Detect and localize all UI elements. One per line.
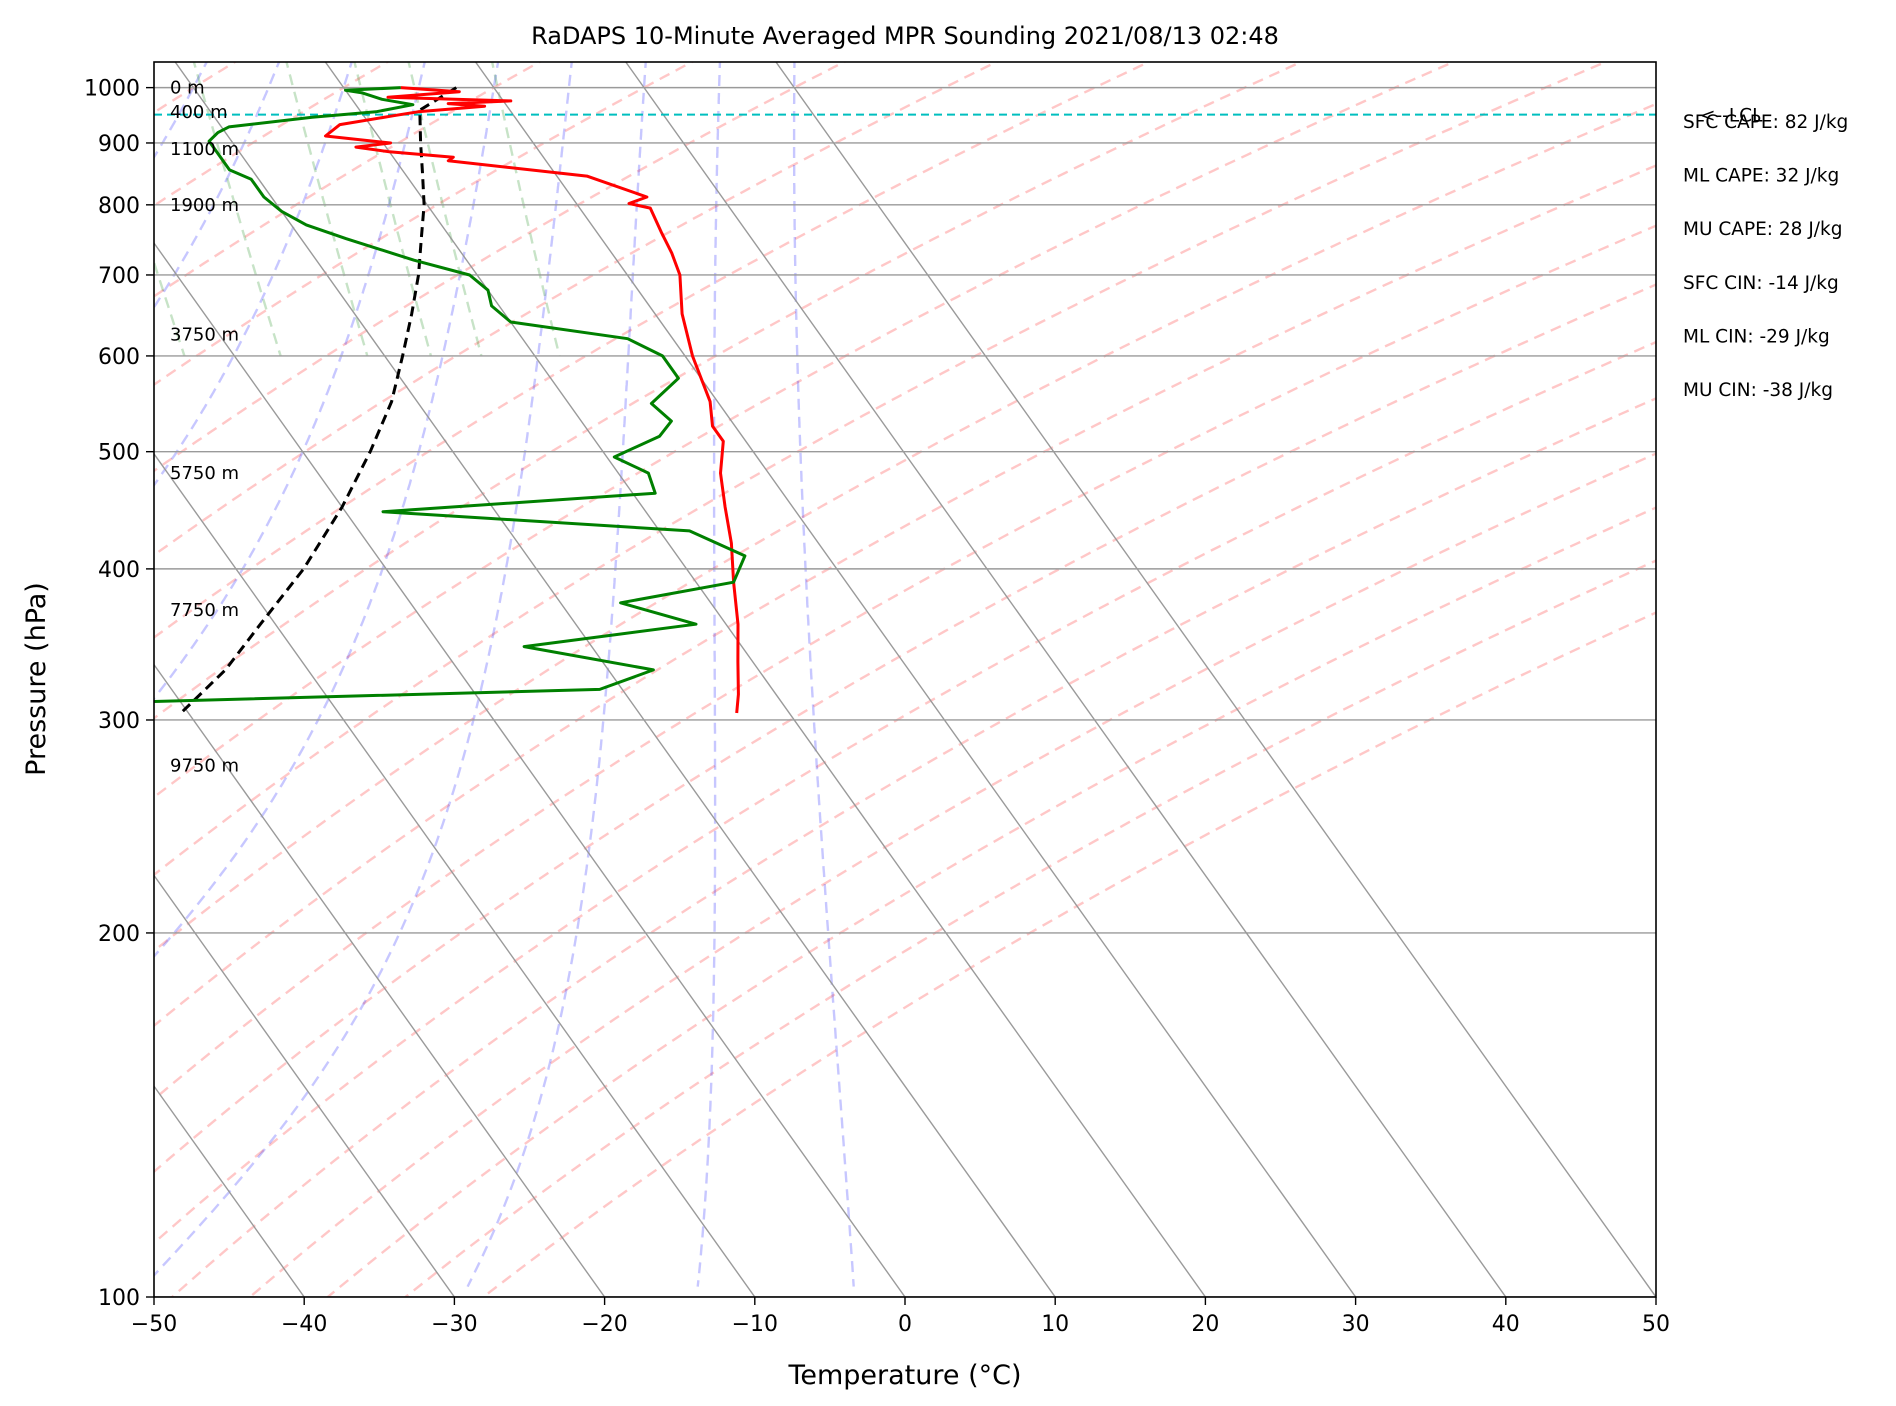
mixing-ratio-line	[285, 62, 369, 357]
height-label: 7750 m	[170, 600, 239, 621]
y-tick-label: 700	[98, 264, 140, 289]
moist-adiabat-line	[154, 62, 500, 959]
stability-index-label: ML CAPE: 32 J/kg	[1683, 166, 1839, 187]
isotherm-line	[154, 452, 756, 1297]
pressure-gridlines	[154, 86, 1656, 1297]
dry-adiabat-line	[154, 164, 1656, 1028]
dry-adiabat-line	[154, 62, 847, 473]
height-labels: 0 m 400 m 1100 m 1900 m 3750 m 5750 m 7750 m 97…	[170, 78, 239, 777]
stability-indices: SFC CAPE: 82 J/kg ML CAPE: 32 J/kg MU CAPE…	[1683, 112, 1848, 401]
dry-adiabat-line	[154, 340, 1656, 1245]
x-tick-label: −30	[431, 1312, 477, 1337]
temperature-line	[324, 86, 740, 714]
y-axis-label: Pressure (hPa)	[21, 582, 52, 776]
moist-adiabat-line	[696, 62, 722, 1287]
moist-adiabat-line	[792, 62, 855, 1287]
stability-index-label: MU CAPE: 28 J/kg	[1683, 219, 1842, 240]
plot-frame	[153, 61, 1657, 1298]
isotherm-line	[154, 1085, 306, 1297]
mixing-ratio-line	[192, 62, 282, 357]
sounding-series	[154, 86, 747, 715]
dry-adiabat-line	[154, 62, 542, 298]
moist-adiabat-line	[154, 62, 353, 488]
dry-adiabat-line	[481, 611, 1656, 1297]
stability-index-label: ML CIN: -29 J/kg	[1683, 326, 1830, 347]
x-tick-label: 10	[1041, 1312, 1069, 1337]
chart-title: RaDAPS 10-Minute Averaged MPR Sounding 2…	[531, 22, 1279, 50]
isotherm-line	[174, 62, 1057, 1297]
dry-adiabat-line	[154, 62, 1457, 799]
x-tick-label: 20	[1191, 1312, 1219, 1337]
y-tick-label: 1000	[84, 77, 140, 102]
x-axis-label: Temperature (°C)	[787, 1360, 1021, 1391]
y-tick-label: 500	[98, 441, 140, 466]
plot-area	[0, 57, 1656, 1324]
x-axis-ticks: −50 −40 −30 −20 −10 0 10 20 30 40 50	[131, 1297, 1670, 1337]
stability-index-label: SFC CIN: -14 J/kg	[1683, 273, 1839, 294]
x-tick-label: 30	[1342, 1312, 1370, 1337]
isotherm-line	[474, 62, 1357, 1297]
dry-adiabat-line	[170, 397, 1656, 1297]
x-tick-label: 0	[898, 1312, 912, 1337]
moist-adiabat-line	[466, 62, 647, 1288]
y-tick-label: 900	[98, 132, 140, 157]
x-tick-label: −50	[131, 1312, 177, 1337]
dry-adiabat-line	[325, 506, 1656, 1297]
stability-index-label: SFC CAPE: 82 J/kg	[1683, 112, 1848, 133]
parcel-path-line	[179, 86, 458, 715]
isotherms	[0, 57, 1656, 1324]
moist-adiabats	[154, 62, 855, 1288]
dry-adiabat-line	[154, 102, 1656, 953]
isotherm-line	[154, 874, 456, 1297]
y-tick-label: 600	[98, 345, 140, 370]
mixing-ratio-line	[0, 57, 10, 356]
isotherm-line	[775, 62, 1656, 1297]
y-axis-ticks: 1000 900 800 700 600 500 400 300 200 100	[84, 77, 154, 1311]
moist-adiabat-line	[154, 62, 426, 701]
height-label: 3750 m	[170, 324, 239, 345]
isotherm-line	[324, 62, 1207, 1297]
stability-index-label: MU CIN: -38 J/kg	[1683, 380, 1833, 401]
isotherm-line	[154, 663, 606, 1297]
isotherm-line	[0, 57, 23, 1324]
height-label: 0 m	[170, 78, 205, 99]
mixing-ratio-line	[353, 62, 433, 357]
y-tick-label: 800	[98, 194, 140, 219]
height-label: 9750 m	[170, 756, 239, 777]
height-label: 400 m	[170, 102, 228, 123]
y-tick-label: 200	[98, 922, 140, 947]
y-tick-label: 400	[98, 558, 140, 583]
x-tick-label: 50	[1642, 1312, 1670, 1337]
mixing-ratio-line	[0, 57, 85, 356]
x-tick-label: −10	[732, 1312, 778, 1337]
height-label: 1900 m	[170, 195, 239, 216]
height-label: 1100 m	[170, 139, 239, 160]
isotherm-line	[154, 241, 906, 1297]
x-tick-label: −20	[581, 1312, 627, 1337]
height-label: 5750 m	[170, 463, 239, 484]
x-tick-label: 40	[1492, 1312, 1520, 1337]
x-tick-label: −40	[281, 1312, 327, 1337]
dewpoint-line	[154, 86, 747, 704]
dry-adiabat-line	[154, 62, 1609, 877]
isotherm-line	[624, 62, 1507, 1297]
y-tick-label: 300	[98, 709, 140, 734]
lcl-label: <--LCL	[1700, 106, 1763, 127]
y-tick-label: 100	[98, 1286, 140, 1311]
